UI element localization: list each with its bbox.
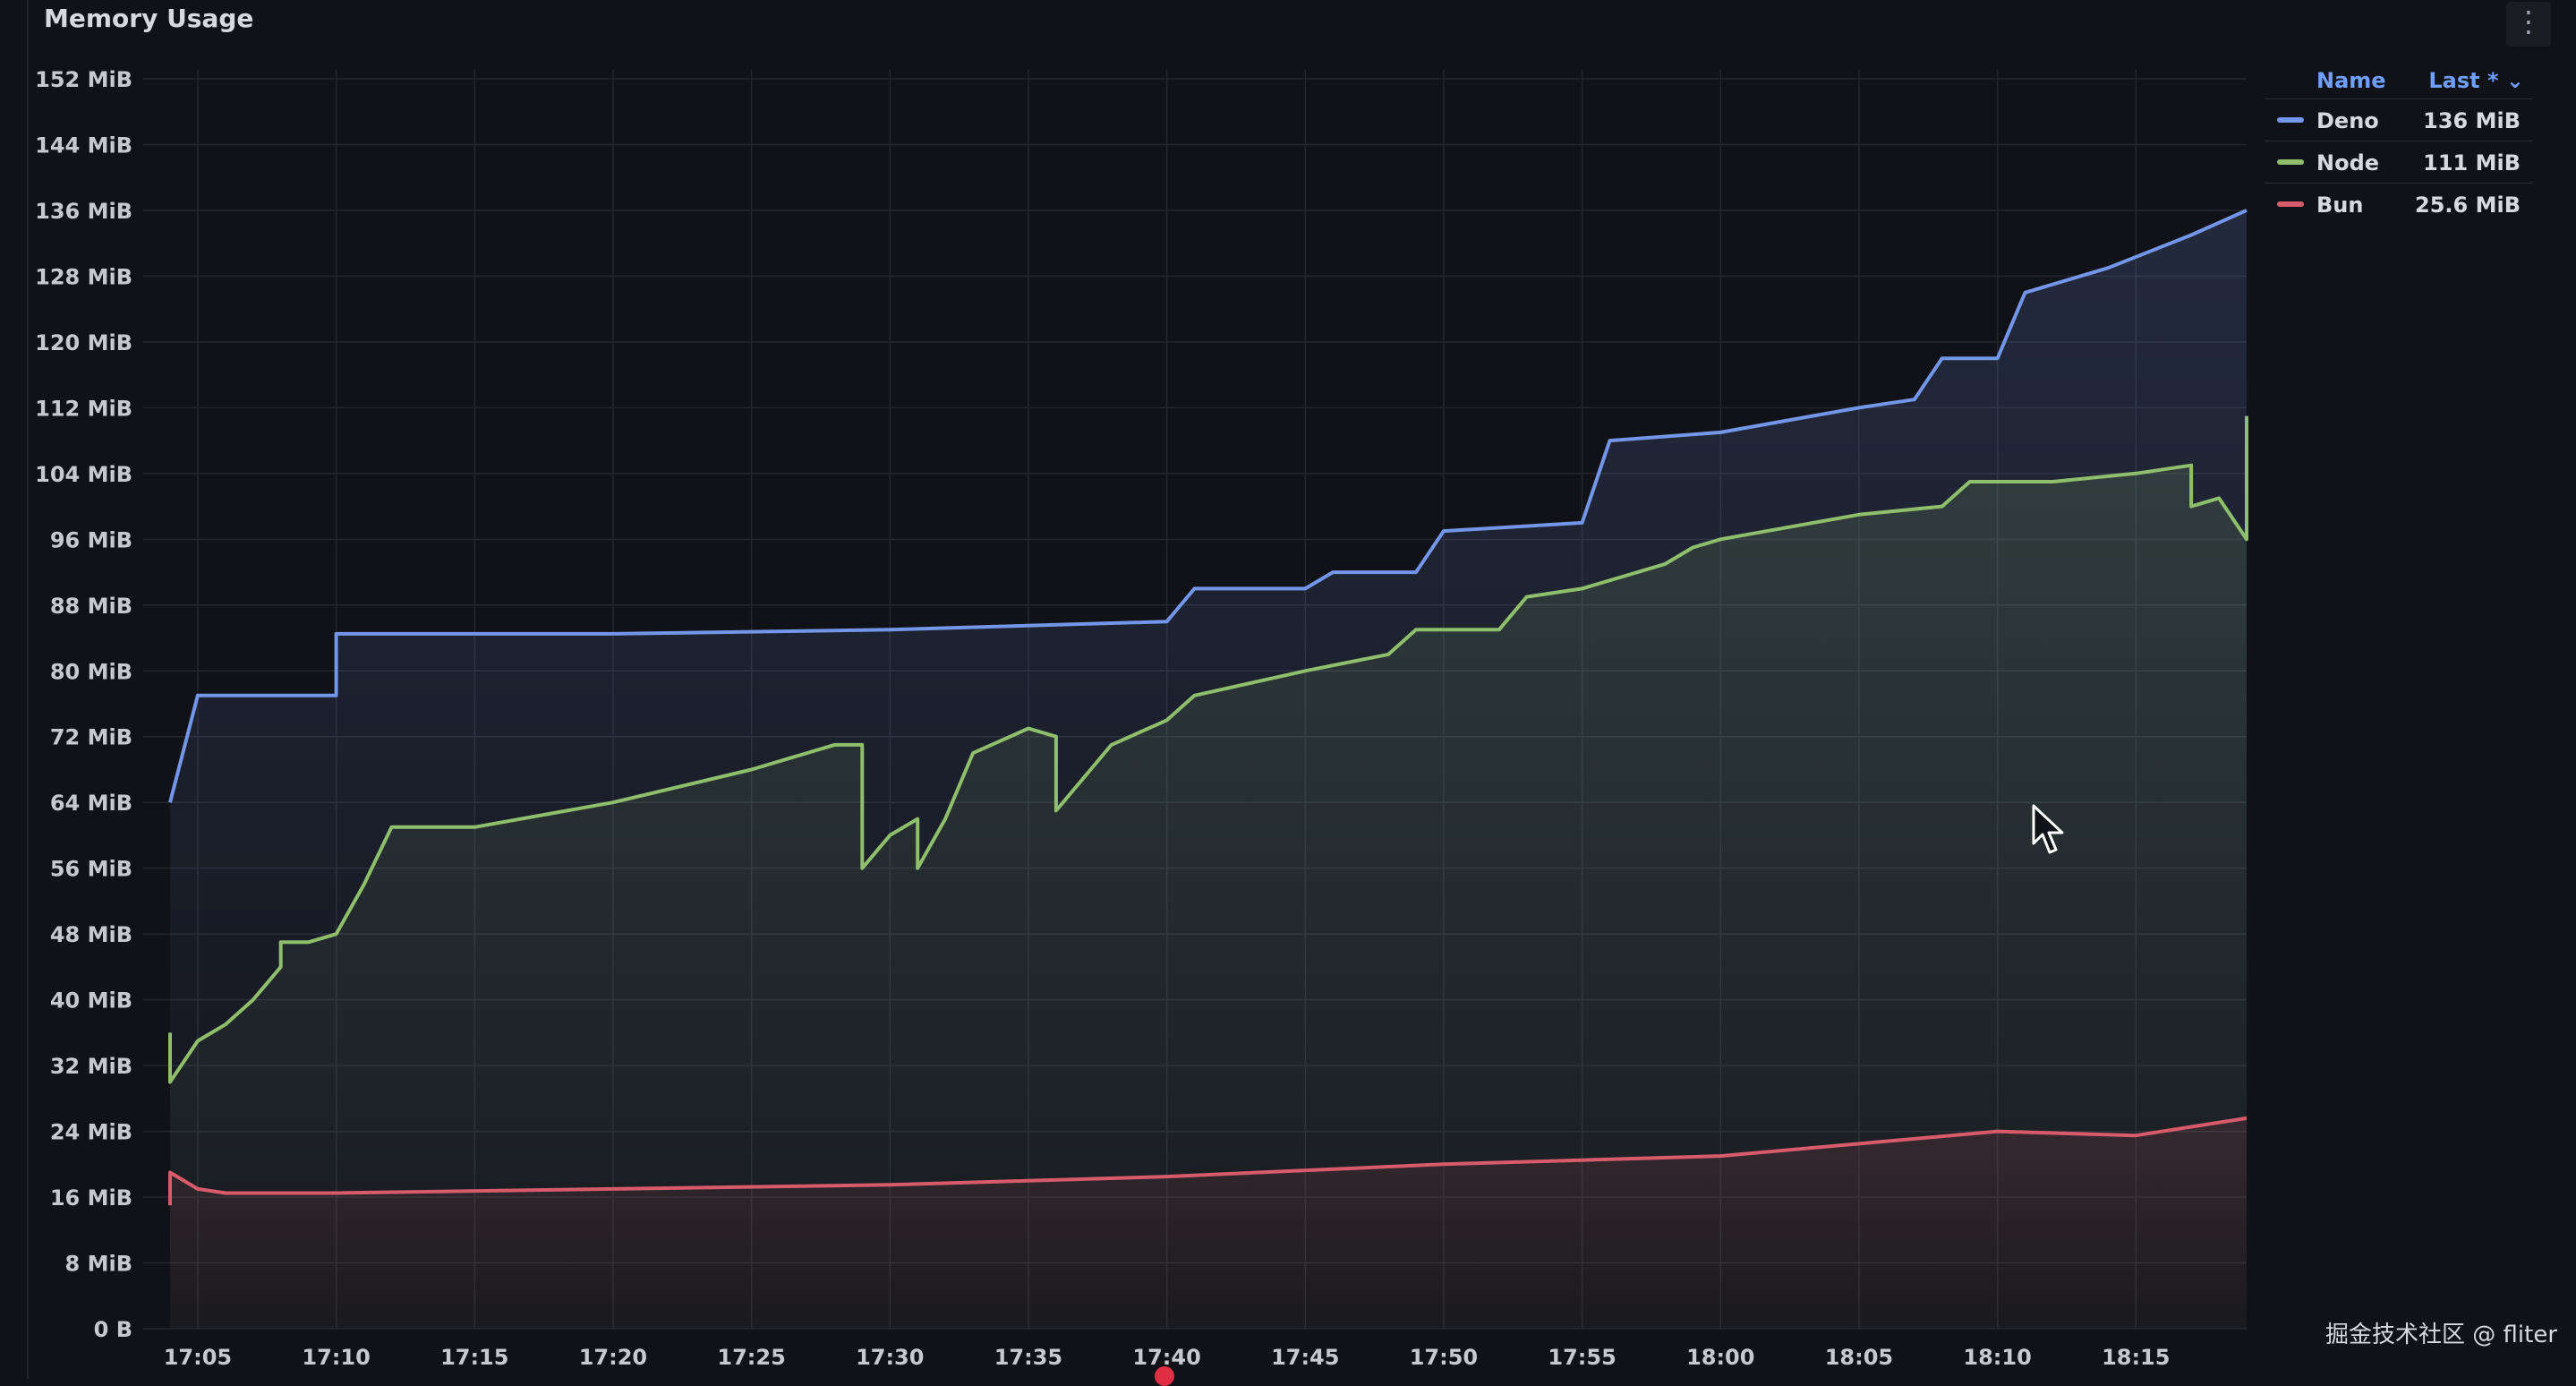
legend-series-last: 111 MiB: [2423, 150, 2521, 175]
x-tick-label: 17:15: [440, 1345, 508, 1370]
x-axis: 17:05 17:10 17:15 17:20 17:25 17:30 17:35 17:40…: [164, 1345, 2171, 1370]
legend-series-last: 25.6 MiB: [2415, 192, 2521, 218]
series-area-bun: [170, 1117, 2247, 1329]
series-area-node: [170, 415, 2247, 1330]
y-tick-label: 120 MiB: [35, 330, 132, 355]
y-tick-label: 24 MiB: [50, 1120, 132, 1145]
x-tick-label: 17:05: [164, 1345, 232, 1370]
series-lines: [168, 209, 2248, 1206]
panel-menu-button[interactable]: ⋮: [2506, 2, 2551, 47]
legend-item-bun[interactable]: Bun 25.6 MiB: [2265, 183, 2533, 225]
x-tick-label: 17:10: [302, 1345, 370, 1370]
y-axis: 0 B 8 MiB 16 MiB 24 MiB 32 MiB 40 MiB 48 MiB 56…: [35, 67, 132, 1342]
y-tick-label: 56 MiB: [50, 857, 132, 882]
legend-series-last: 136 MiB: [2423, 108, 2521, 133]
legend-item-deno[interactable]: Deno 136 MiB: [2265, 98, 2533, 141]
x-tick-label: 18:10: [1963, 1345, 2031, 1370]
x-tick-label: 17:40: [1132, 1345, 1200, 1370]
series-areas: [170, 210, 2247, 1330]
y-tick-label: 128 MiB: [35, 264, 132, 289]
x-tick-label: 17:25: [717, 1345, 785, 1370]
y-tick-label: 152 MiB: [35, 67, 132, 92]
y-tick-label: 0 B: [94, 1317, 132, 1342]
y-tick-label: 136 MiB: [35, 199, 132, 224]
legend-header: Name Last * ⌄: [2265, 63, 2533, 98]
y-tick-label: 72 MiB: [50, 725, 132, 750]
y-tick-label: 80 MiB: [50, 659, 132, 684]
y-tick-label: 104 MiB: [35, 462, 132, 487]
y-tick-label: 112 MiB: [35, 396, 132, 421]
series-line-node[interactable]: [168, 415, 2248, 1084]
y-tick-label: 144 MiB: [35, 133, 132, 158]
x-tick-label: 17:20: [579, 1345, 647, 1370]
x-tick-label: 18:15: [2102, 1345, 2170, 1370]
legend-name-header[interactable]: Name: [2316, 68, 2386, 93]
legend-last-header[interactable]: Last * ⌄: [2428, 68, 2524, 93]
legend-series-name: Node: [2316, 150, 2380, 175]
legend: Name Last * ⌄ Deno 136 MiB Node 111 MiB …: [2265, 63, 2533, 225]
y-tick-label: 96 MiB: [50, 527, 132, 552]
legend-swatch: [2277, 117, 2304, 123]
legend-swatch: [2277, 159, 2304, 165]
legend-series-name: Deno: [2316, 108, 2379, 133]
panel-title[interactable]: Memory Usage: [44, 4, 254, 33]
y-tick-label: 88 MiB: [50, 594, 132, 619]
watermark: 掘金技术社区 @ fliter: [2325, 1322, 2558, 1348]
time-region-marker[interactable]: [1155, 1366, 1174, 1386]
y-tick-label: 16 MiB: [50, 1185, 132, 1211]
vertical-ellipsis-icon: ⋮: [2514, 4, 2543, 38]
y-tick-label: 8 MiB: [65, 1252, 132, 1277]
x-tick-label: 17:55: [1548, 1345, 1616, 1370]
y-tick-label: 64 MiB: [50, 791, 132, 816]
legend-swatch: [2277, 201, 2304, 207]
legend-item-node[interactable]: Node 111 MiB: [2265, 141, 2533, 183]
x-tick-label: 17:45: [1271, 1345, 1339, 1370]
y-tick-label: 48 MiB: [50, 922, 132, 947]
series-line-bun[interactable]: [168, 1116, 2248, 1206]
x-tick-label: 17:50: [1410, 1345, 1478, 1370]
y-tick-label: 40 MiB: [50, 988, 132, 1014]
x-tick-label: 17:30: [856, 1345, 924, 1370]
x-tick-label: 18:05: [1825, 1345, 1893, 1370]
x-tick-label: 17:35: [994, 1345, 1062, 1370]
series-line-deno[interactable]: [168, 209, 2248, 803]
mouse-cursor-icon: [2032, 804, 2064, 854]
y-tick-label: 32 MiB: [50, 1054, 132, 1079]
x-tick-label: 18:00: [1686, 1345, 1754, 1370]
legend-series-name: Bun: [2316, 192, 2364, 218]
